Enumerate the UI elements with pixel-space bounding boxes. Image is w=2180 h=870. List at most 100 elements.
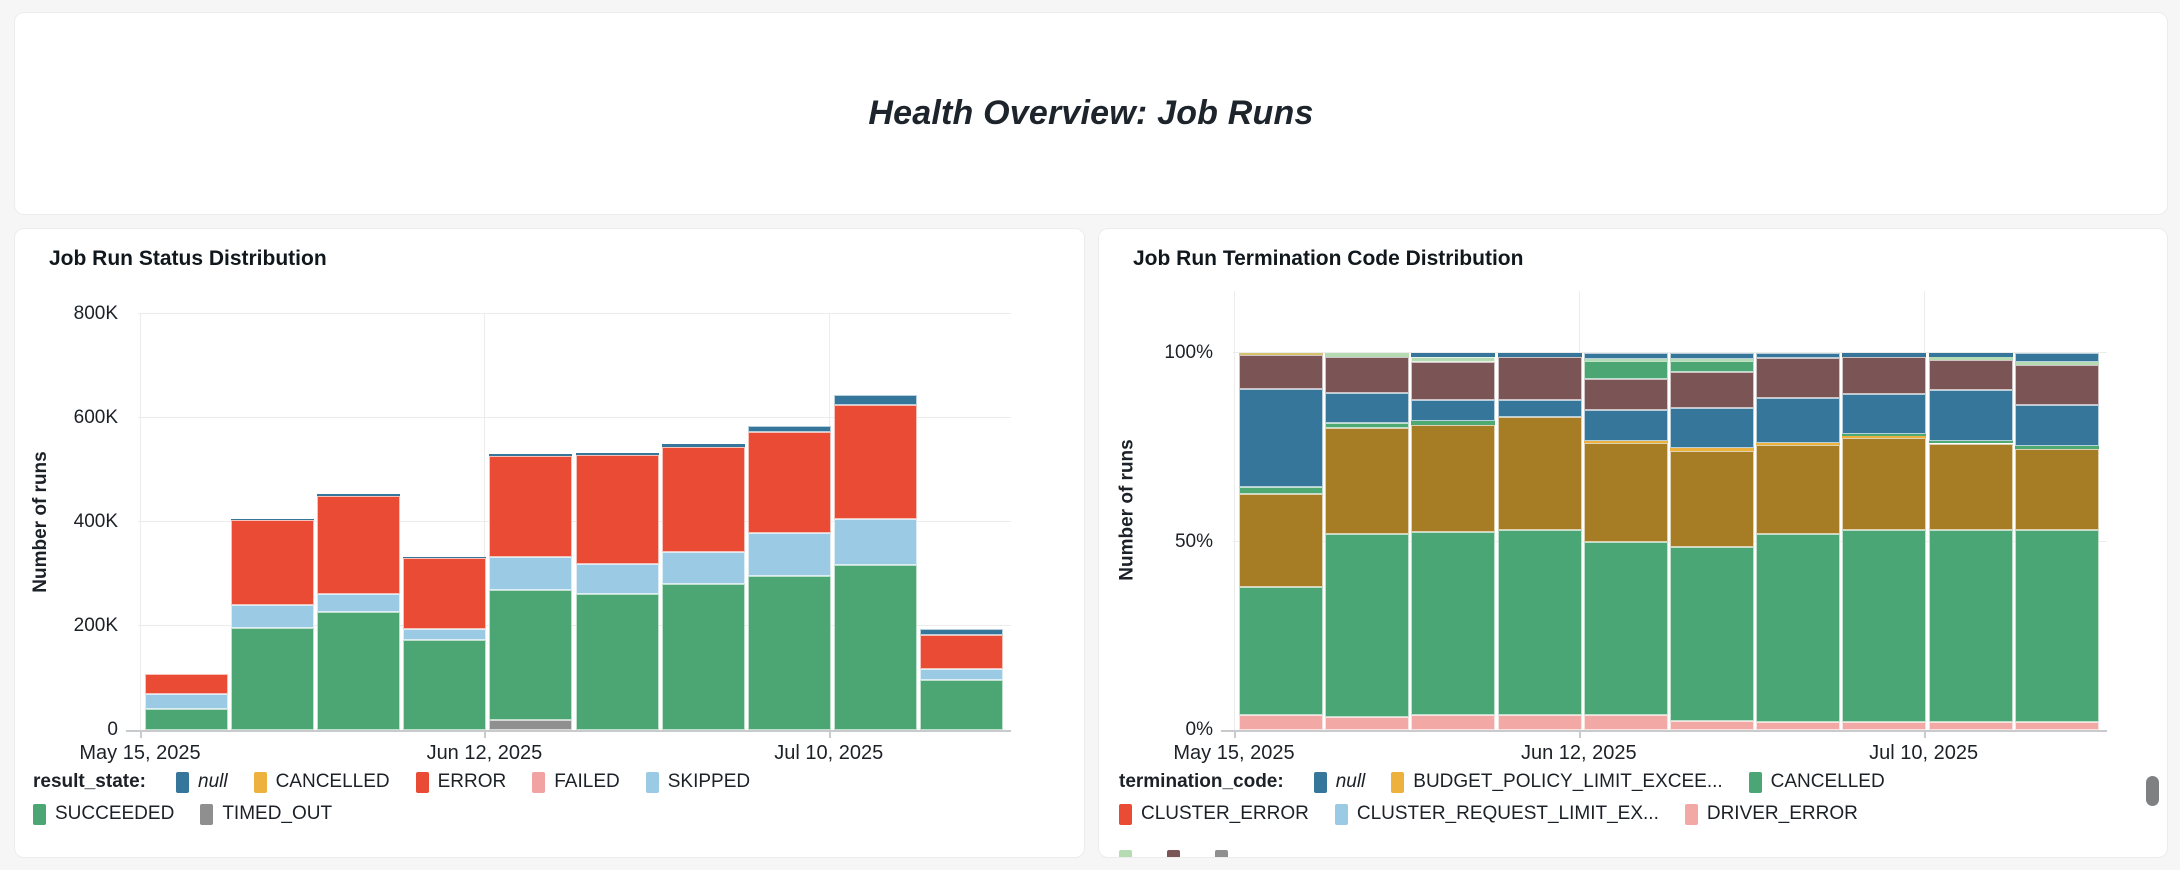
legend-item[interactable]: CLUSTER_REQUEST_LIMIT_EX...: [1334, 803, 1659, 825]
legend-item[interactable]: [1167, 850, 1189, 857]
bar-segment[interactable]: [575, 563, 659, 594]
bar-segment[interactable]: [1928, 359, 2013, 390]
bar-segment[interactable]: [1756, 442, 1841, 446]
bar-segment[interactable]: [1842, 435, 1927, 438]
bar-segment[interactable]: [1411, 353, 1496, 357]
legend-item[interactable]: null: [1313, 771, 1365, 793]
bar-segment[interactable]: [1583, 714, 1668, 730]
bar-segment[interactable]: [1497, 530, 1582, 715]
legend-item[interactable]: CANCELLED: [253, 771, 390, 793]
bar-segment[interactable]: [1928, 530, 2013, 723]
bar-segment[interactable]: [833, 405, 917, 519]
bar-segment[interactable]: [575, 593, 659, 730]
bar-segment[interactable]: [489, 719, 573, 730]
legend-item[interactable]: BUDGET_POLICY_LIMIT_EXCEE...: [1391, 771, 1723, 793]
bar-segment[interactable]: [1411, 362, 1496, 401]
bar-segment[interactable]: [145, 673, 228, 695]
bar-segment[interactable]: [833, 564, 917, 730]
bar-segment[interactable]: [1670, 407, 1754, 449]
bar-segment[interactable]: [1928, 389, 2013, 441]
scrollbar-thumb[interactable]: [2146, 776, 2159, 806]
bar-segment[interactable]: [489, 556, 573, 590]
bar-segment[interactable]: [919, 634, 1003, 670]
bar-segment[interactable]: [2014, 446, 2099, 450]
bar-segment[interactable]: [1842, 722, 1927, 730]
bar-segment[interactable]: [1325, 356, 1410, 393]
bar-segment[interactable]: [1756, 357, 1841, 398]
bar-segment[interactable]: [919, 628, 1003, 635]
bar-segment[interactable]: [2014, 530, 2099, 723]
bar-segment[interactable]: [833, 518, 917, 565]
bar-segment[interactable]: [231, 519, 315, 520]
legend-item[interactable]: null: [176, 771, 228, 793]
bar-segment[interactable]: [1670, 371, 1754, 408]
bar-segment[interactable]: [1239, 486, 1323, 495]
bar-segment[interactable]: [1928, 356, 2013, 360]
bar-segment[interactable]: [2014, 362, 2099, 366]
bar-segment[interactable]: [1583, 443, 1668, 542]
bar-segment[interactable]: [1411, 356, 1496, 363]
bar-segment[interactable]: [1497, 714, 1582, 730]
bar-segment[interactable]: [1842, 356, 1927, 395]
bar-segment[interactable]: [1325, 533, 1410, 717]
legend-item[interactable]: TIMED_OUT: [200, 803, 332, 825]
bar-segment[interactable]: [661, 552, 745, 585]
bar-segment[interactable]: [489, 589, 573, 720]
bar-segment[interactable]: [1497, 356, 1582, 401]
bar-segment[interactable]: [1239, 494, 1323, 587]
bar-segment[interactable]: [1583, 358, 1668, 361]
bar-segment[interactable]: [1411, 400, 1496, 421]
bar-segment[interactable]: [1842, 530, 1927, 723]
bar-segment[interactable]: [1411, 420, 1496, 425]
bar-segment[interactable]: [1411, 424, 1496, 533]
bar-segment[interactable]: [1583, 360, 1668, 380]
bar-segment[interactable]: [403, 640, 487, 730]
bar-segment[interactable]: [1670, 358, 1754, 361]
bar-segment[interactable]: [1842, 434, 1927, 436]
bar-segment[interactable]: [1411, 532, 1496, 715]
bar-segment[interactable]: [1325, 428, 1410, 534]
legend-item[interactable]: DRIVER_ERROR: [1684, 803, 1858, 825]
bar-segment[interactable]: [231, 628, 315, 730]
bar-segment[interactable]: [1756, 445, 1841, 534]
bar-segment[interactable]: [1497, 353, 1582, 357]
bar-segment[interactable]: [2014, 353, 2099, 363]
bar-segment[interactable]: [919, 679, 1003, 730]
bar-segment[interactable]: [1239, 586, 1323, 715]
bar-segment[interactable]: [1670, 547, 1754, 721]
bar-segment[interactable]: [661, 444, 745, 447]
bar-segment[interactable]: [1325, 353, 1410, 357]
bar-segment[interactable]: [145, 694, 228, 710]
bar-segment[interactable]: [1583, 379, 1668, 410]
bar-segment[interactable]: [1239, 354, 1323, 389]
bar-segment[interactable]: [1239, 353, 1323, 355]
bar-segment[interactable]: [1239, 714, 1323, 730]
bar-segment[interactable]: [1928, 353, 2013, 357]
bar-segment[interactable]: [1497, 417, 1582, 531]
legend-item[interactable]: CANCELLED: [1748, 771, 1885, 793]
bar-segment[interactable]: [575, 455, 659, 564]
bar-segment[interactable]: [661, 446, 745, 553]
bar-segment[interactable]: [403, 556, 487, 558]
legend-item[interactable]: CLUSTER_ERROR: [1119, 803, 1309, 825]
bar-segment[interactable]: [231, 519, 315, 606]
bar-segment[interactable]: [747, 426, 831, 432]
bar-segment[interactable]: [1670, 360, 1754, 372]
bar-segment[interactable]: [403, 629, 487, 641]
bar-segment[interactable]: [2014, 365, 2099, 405]
bar-segment[interactable]: [317, 593, 401, 612]
bar-segment[interactable]: [1670, 451, 1754, 548]
bar-segment[interactable]: [1756, 353, 1841, 358]
bar-segment[interactable]: [231, 605, 315, 629]
bar-segment[interactable]: [1670, 353, 1754, 359]
legend-item[interactable]: ERROR: [415, 771, 506, 793]
bar-segment[interactable]: [1583, 409, 1668, 441]
bar-segment[interactable]: [2014, 449, 2099, 531]
bar-segment[interactable]: [1756, 397, 1841, 443]
bar-segment[interactable]: [1756, 722, 1841, 730]
bar-segment[interactable]: [1842, 437, 1927, 531]
bar-segment[interactable]: [1670, 448, 1754, 452]
bar-segment[interactable]: [145, 709, 228, 730]
legend-item[interactable]: [1119, 850, 1141, 857]
bar-segment[interactable]: [1928, 440, 2013, 444]
